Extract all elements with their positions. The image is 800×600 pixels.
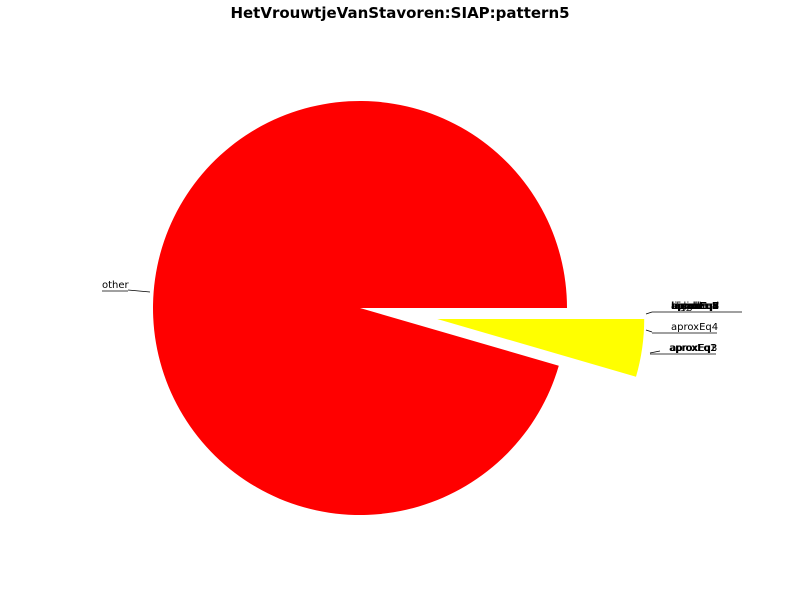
label-leader-line xyxy=(645,311,653,315)
slice-label-aproxEq7: aproxEq7 xyxy=(672,301,719,312)
label-leader-line xyxy=(649,350,661,354)
slice-label-aproxEq5: aproxEq5 xyxy=(671,301,718,312)
slice-label-aproxEq1: aproxEq1 xyxy=(669,343,716,354)
chart-title: HetVrouwtjeVanStavoren:SIAP:pattern5 xyxy=(230,4,570,22)
slice-label-unrelated: unrelated xyxy=(671,301,719,312)
slice-label-aproxEq2: aproxEq2 xyxy=(672,301,719,312)
slice-label-aproxEq2: aproxEq2 xyxy=(670,343,717,354)
slice-label-aproxEq9: aproxEq9 xyxy=(672,301,719,312)
pie-slice-other xyxy=(153,101,568,516)
pie-slice-aproxEq4 xyxy=(437,318,645,377)
slice-label-aproxEq3: aproxEq3 xyxy=(670,343,717,354)
slice-label-aproxEq1: aproxEq1 xyxy=(671,301,718,312)
slice-label-aproxEq4: aproxEq4 xyxy=(671,322,718,333)
slice-label-linked: linked xyxy=(672,301,702,312)
slice-label-aproxEq3: aproxEq3 xyxy=(672,301,719,312)
slice-label-bigger: bigger xyxy=(671,301,704,312)
slice-label-aproxEq6: aproxEq6 xyxy=(672,301,719,312)
slice-label-disjoint: disjoint xyxy=(672,301,708,312)
slice-label-equal: equal xyxy=(672,301,700,312)
slice-label-smaller: smaller xyxy=(672,301,710,312)
label-leader-line xyxy=(645,329,653,333)
slice-label-aproxEq8: aproxEq8 xyxy=(671,301,718,312)
label-leader-line xyxy=(127,289,151,293)
slice-label-other: other xyxy=(102,280,130,291)
